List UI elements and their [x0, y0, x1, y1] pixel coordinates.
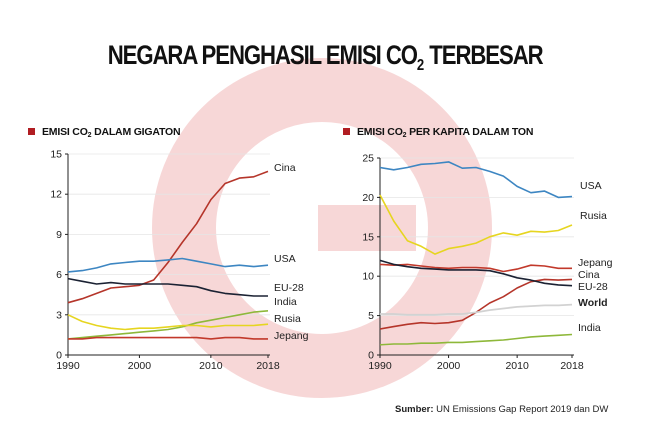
y-tick-label: 0 [368, 350, 374, 362]
y-tick-label: 12 [50, 189, 62, 201]
x-tick-label: 2018 [560, 360, 584, 372]
x-tick-label: 2018 [256, 360, 280, 372]
y-tick-label: 20 [362, 192, 374, 204]
legend-square-icon [343, 128, 350, 135]
y-tick-label: 15 [362, 231, 374, 243]
series-line-india [379, 333, 573, 346]
series-label-cina: Cina [578, 269, 600, 281]
series-label-india: India [274, 296, 297, 308]
series-label-jepang: Jepang [578, 257, 613, 269]
series-label-rusia: Rusia [274, 313, 301, 325]
source-note: Sumber: UN Emissions Gap Report 2019 dan… [395, 404, 609, 415]
series-line-eu-28 [379, 259, 573, 287]
legend-square-icon [28, 128, 35, 135]
series-label-world: World [578, 297, 608, 309]
series-label-jepang: Jepang [274, 330, 309, 342]
series-label-usa: USA [580, 180, 602, 192]
y-tick-label: 10 [362, 271, 374, 283]
series-line-cina [379, 278, 573, 330]
y-tick-label: 6 [56, 269, 62, 281]
right-chart-title: EMISI CO2 PER KAPITA DALAM TON [343, 126, 533, 139]
y-tick-label: 5 [368, 310, 374, 322]
y-tick-label: 25 [362, 153, 374, 165]
x-tick-label: 2010 [505, 360, 529, 372]
series-line-jepang [68, 336, 268, 340]
x-tick-label: 2000 [437, 360, 461, 372]
series-line-jepang [379, 263, 572, 273]
y-tick-label: 0 [56, 350, 62, 362]
y-tick-label: 3 [56, 309, 62, 321]
x-tick-label: 1990 [56, 360, 80, 372]
series-label-rusia: Rusia [580, 210, 607, 222]
page-title: NEGARA PENGHASIL EMISI CO2 TERBESAR [107, 40, 544, 74]
y-tick-label: 9 [56, 229, 62, 241]
x-tick-label: 2010 [199, 360, 223, 372]
series-label-india: India [578, 322, 601, 334]
series-line-eu-28 [67, 277, 268, 297]
series-line-rusia [67, 314, 269, 331]
series-label-usa: USA [274, 253, 296, 265]
series-line-world [380, 303, 573, 316]
x-tick-label: 2000 [128, 360, 152, 372]
series-line-usa [67, 257, 269, 273]
series-label-eu-28: EU-28 [578, 281, 608, 293]
series-line-rusia [379, 194, 573, 255]
series-label-eu-28: EU-28 [274, 282, 304, 294]
series-label-cina: Cina [274, 162, 296, 174]
series-line-india [67, 310, 269, 340]
series-line-cina [67, 170, 269, 304]
left-chart-title: EMISI CO2 DALAM GIGATON [28, 126, 181, 139]
series-line-usa [379, 161, 573, 199]
y-tick-label: 15 [50, 149, 62, 161]
x-tick-label: 1990 [368, 360, 392, 372]
